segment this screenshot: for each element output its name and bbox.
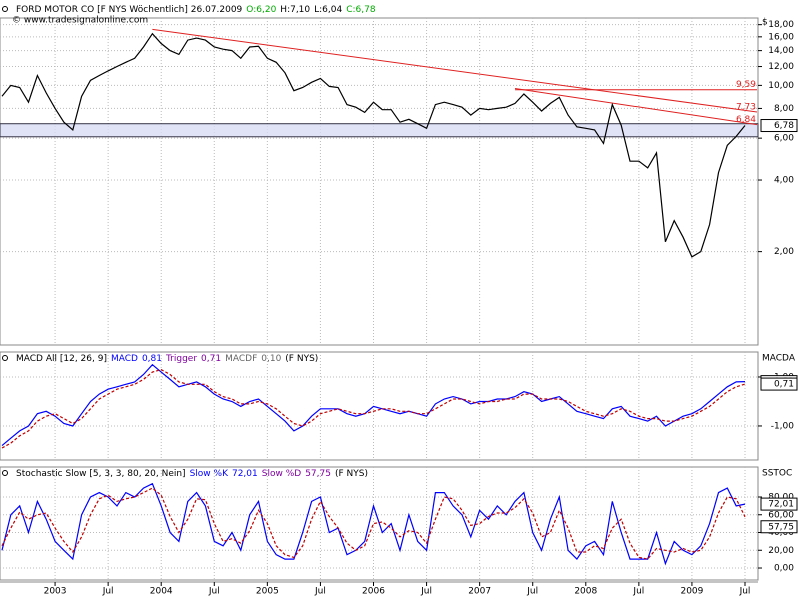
y-tick-label: 18,00	[768, 20, 794, 30]
legend-entry: Slow %K	[190, 469, 229, 479]
y-tick-label: 60,00	[768, 510, 794, 520]
legend-value: 0,10	[261, 354, 281, 364]
last-value-box	[760, 377, 798, 391]
legend-value: 0,71	[201, 354, 221, 364]
last-value-box	[760, 497, 798, 511]
ohlc-value: O:6,20	[246, 5, 276, 15]
x-tick-label: 2006	[362, 587, 385, 597]
trend-label: 7,73	[736, 102, 756, 112]
source-note: © www.tradesignalonline.com	[12, 16, 148, 26]
pane-title: Stochastic Slow [5, 3, 3, 80, 20, Nein]	[16, 469, 186, 479]
legend-value: 57,75	[305, 469, 331, 479]
header-icon	[2, 355, 8, 361]
series-line	[1, 368, 746, 449]
pane-title: (F NYS)	[285, 354, 318, 364]
ohlc-value: H:7,10	[280, 5, 310, 15]
x-tick-label: 2003	[44, 587, 67, 597]
y-tick-label: 10,00	[768, 81, 794, 91]
last-value-label: 72,01	[768, 500, 794, 510]
y-tick-label: 2,00	[774, 247, 794, 257]
legend-entry: Slow %D	[262, 469, 301, 479]
legend-entry: MACD	[111, 354, 138, 364]
last-value-label: 57,75	[768, 522, 794, 532]
pane	[0, 351, 759, 461]
x-tick-label: 2005	[256, 587, 279, 597]
series-line	[1, 32, 746, 258]
axis-label: $	[762, 18, 768, 28]
x-tick-label: Jul	[420, 587, 432, 597]
header-icon	[2, 6, 8, 12]
x-tick-label: 2007	[468, 587, 491, 597]
axis-label: MACDA	[762, 354, 796, 364]
ohlc-value: C:6,78	[346, 5, 376, 15]
x-tick-label: Jul	[102, 587, 114, 597]
y-tick-label: 16,00	[768, 32, 794, 42]
header-icon	[2, 470, 8, 476]
last-value-label: 6,78	[774, 121, 794, 131]
last-value-label: 0,71	[774, 380, 794, 390]
x-tick-label: Jul	[526, 587, 538, 597]
pane	[0, 17, 759, 346]
x-tick-label: 2008	[574, 587, 597, 597]
x-tick-label: 2004	[150, 587, 173, 597]
y-tick-label: -1,00	[771, 421, 795, 431]
pane-header: MACD All [12, 26, 9] MACD 0,81 Trigger 0,71 M…	[16, 354, 318, 364]
pane-title: FORD MOTOR CO [F NYS Wöchentlich] 26.07.…	[16, 5, 243, 15]
y-tick-label: 12,00	[768, 62, 794, 72]
legend-entry: Trigger	[165, 354, 197, 364]
trend-label: 6,84	[736, 115, 756, 125]
y-tick-label: 20,00	[768, 546, 794, 556]
ohlc-value: L:6,04	[314, 5, 342, 15]
y-tick-label: 8,00	[774, 104, 794, 114]
legend-entry: MACDF	[225, 354, 257, 364]
last-value-box	[760, 520, 798, 534]
x-tick-label: 2009	[680, 587, 703, 597]
y-tick-label: 0,00	[774, 564, 794, 574]
support-zone	[0, 123, 759, 138]
pane-title: MACD All [12, 26, 9]	[16, 354, 107, 364]
x-tick-label: Jul	[208, 587, 220, 597]
y-tick-label: 14,00	[768, 46, 794, 56]
legend-value: 0,81	[142, 354, 162, 364]
y-tick-label: 4,00	[774, 176, 794, 186]
y-tick-label: 80,00	[768, 493, 794, 503]
trend-line	[514, 88, 758, 126]
x-tick-label: Jul	[632, 587, 644, 597]
series-line	[1, 487, 746, 560]
pane-header: FORD MOTOR CO [F NYS Wöchentlich] 26.07.…	[16, 5, 376, 15]
legend-value: 72,01	[232, 469, 258, 479]
x-tick-label: Jul	[314, 587, 326, 597]
pane-header: Stochastic Slow [5, 3, 3, 80, 20, Nein] S…	[16, 469, 368, 479]
last-value-box	[760, 119, 798, 133]
trend-label: 9,59	[736, 80, 756, 90]
trend-line	[152, 28, 758, 113]
y-tick-label: 6,00	[774, 134, 794, 144]
axis-label: SSTOC	[762, 469, 792, 479]
pane-title: (F NYS)	[335, 469, 368, 479]
x-tick-label: Jul	[739, 587, 751, 597]
series-line	[1, 363, 746, 447]
series-line	[1, 482, 746, 566]
